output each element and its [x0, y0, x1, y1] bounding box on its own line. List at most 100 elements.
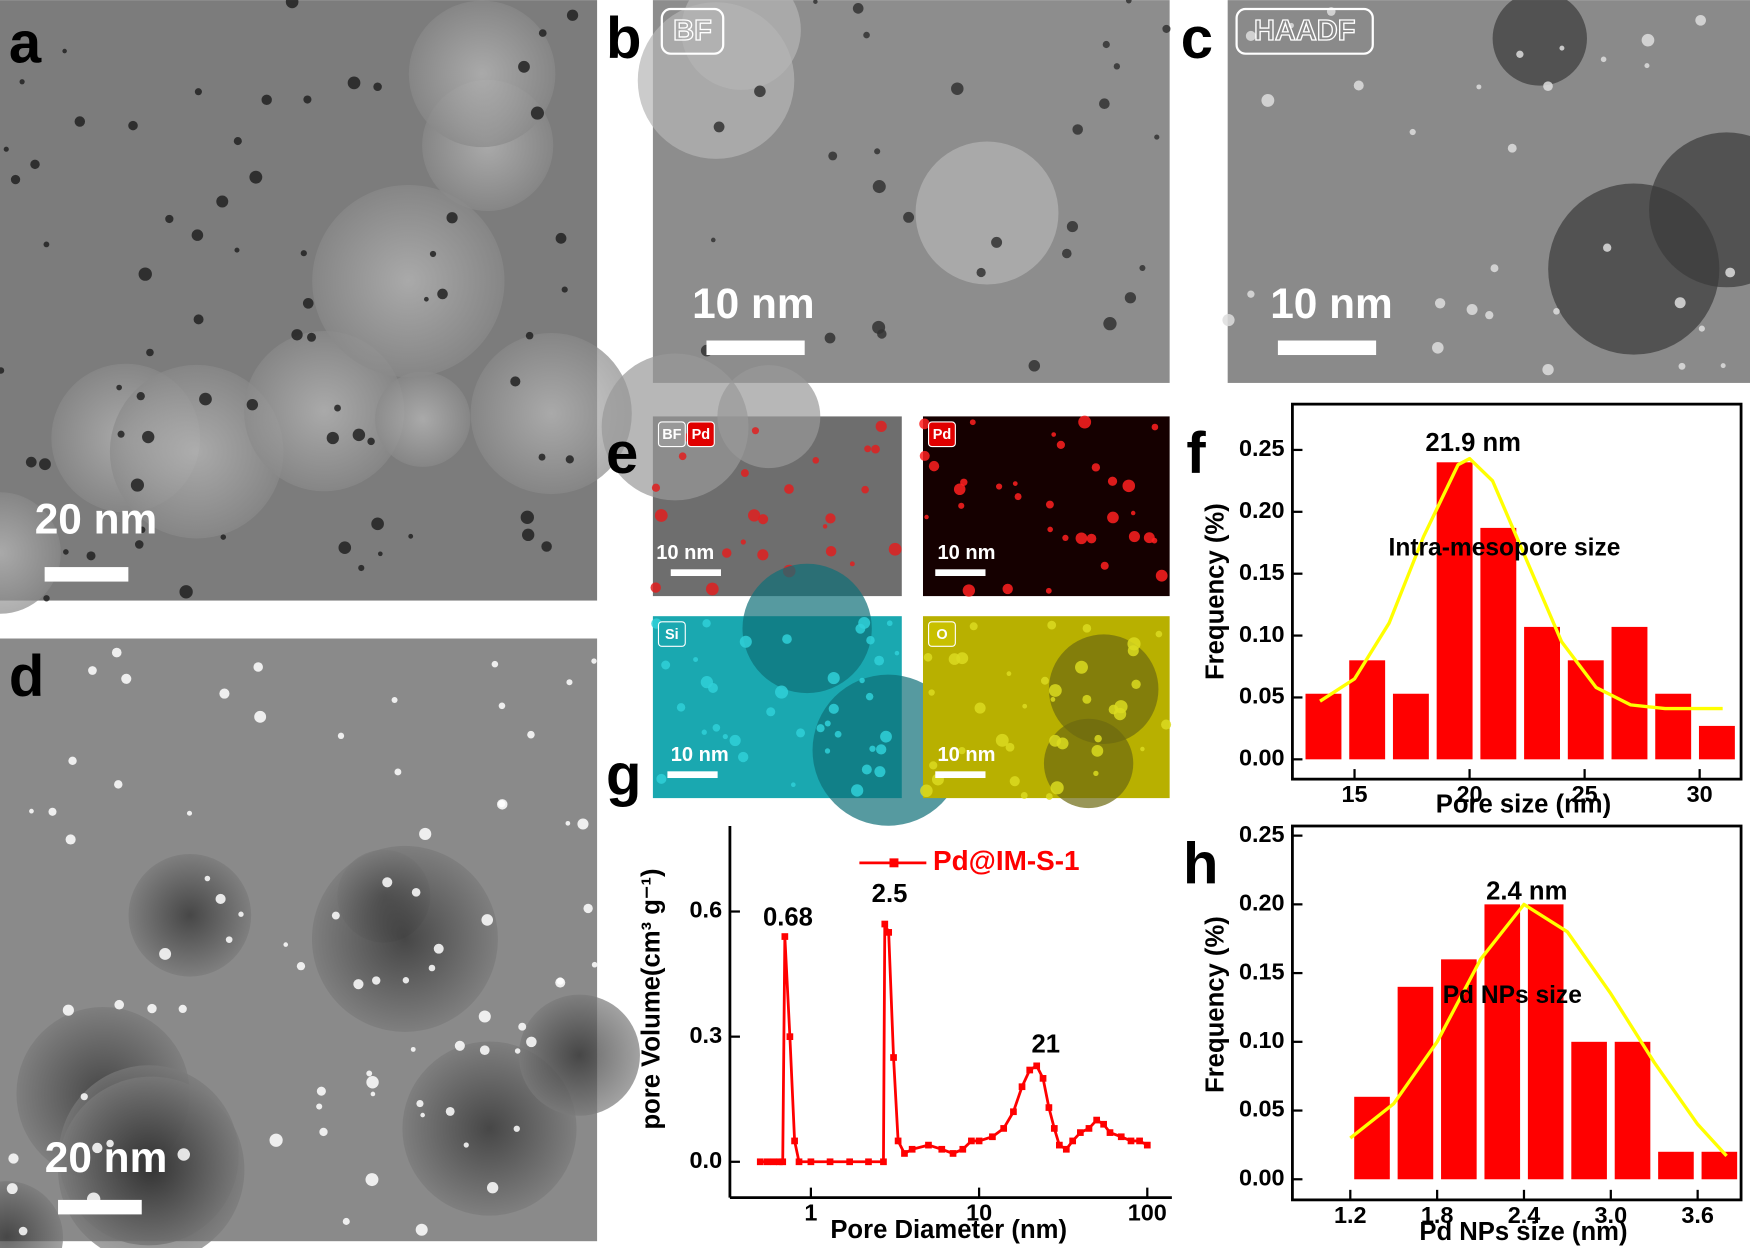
particle [19, 79, 25, 85]
y-tick-label: 0.10 [1239, 1027, 1285, 1053]
particle [291, 329, 303, 341]
particle [654, 509, 668, 522]
particle [39, 458, 51, 471]
marker [880, 1158, 887, 1166]
particle [1086, 533, 1097, 544]
particle [1091, 745, 1104, 757]
particle [204, 875, 211, 882]
particle [1125, 0, 1132, 4]
x-tick-label: 30 [1687, 781, 1713, 807]
particle [391, 697, 398, 704]
panel-label: d [9, 644, 44, 709]
particle [1045, 587, 1052, 594]
particle [1516, 50, 1524, 58]
particle [1047, 620, 1057, 630]
particle [334, 404, 341, 412]
particle [656, 773, 667, 784]
particle [903, 211, 915, 223]
particle [74, 116, 86, 127]
particle [919, 418, 930, 430]
pore [244, 331, 405, 492]
particle [1559, 45, 1565, 51]
y-tick-label: 0.15 [1239, 559, 1285, 585]
particle [876, 744, 887, 755]
particle [191, 229, 204, 241]
particle [219, 688, 230, 699]
y-tick-label: 0.05 [1239, 683, 1285, 709]
particle [825, 513, 836, 524]
particle [367, 437, 375, 446]
particle [159, 947, 172, 960]
bar [1305, 693, 1342, 760]
marker [1018, 1083, 1026, 1091]
pore [915, 141, 1059, 285]
particle [193, 314, 204, 325]
particle [445, 1107, 455, 1116]
particle [859, 677, 865, 684]
y-tick-label: 0.10 [1239, 621, 1285, 647]
bar [1524, 626, 1561, 760]
scale-bar-label: 10 nm [692, 280, 815, 327]
x-tick-label: 25 [1572, 781, 1598, 807]
pore [312, 184, 505, 378]
particle [1162, 24, 1171, 33]
marker [890, 1054, 897, 1061]
pore [1048, 634, 1159, 744]
scale-bar [667, 771, 718, 779]
particle [822, 524, 828, 529]
particle [518, 1022, 527, 1031]
particle [416, 1100, 424, 1108]
particle [991, 236, 1003, 248]
particle [661, 660, 671, 670]
particle [253, 662, 263, 672]
particle [1122, 479, 1136, 493]
particle [29, 808, 34, 814]
particle [958, 502, 965, 509]
particle [347, 76, 361, 90]
particle [713, 121, 725, 133]
particle [316, 1103, 323, 1110]
particle [373, 82, 382, 92]
x-axis-label: Pd NPs size (nm) [1419, 1218, 1627, 1246]
bar [1567, 660, 1604, 760]
marker [959, 1145, 967, 1153]
y-axis-label: pore Volume(cm³ g⁻¹) [638, 868, 666, 1129]
particle [1002, 583, 1013, 595]
particle [1051, 432, 1057, 437]
particle [583, 903, 593, 914]
y-tick-label: 0.0 [690, 1147, 723, 1173]
marker [756, 1158, 764, 1166]
particle [825, 545, 837, 557]
particle [1056, 737, 1069, 750]
bar [1392, 693, 1429, 760]
particle [710, 237, 716, 243]
particle [1100, 561, 1109, 570]
particle [924, 514, 929, 520]
map-tag: O [936, 627, 947, 643]
particle [869, 745, 876, 752]
particle [969, 419, 976, 426]
particle [758, 514, 769, 525]
particle [851, 784, 864, 797]
annotation: 2.4 nm [1486, 878, 1567, 906]
pore [311, 845, 498, 1032]
particle [828, 151, 838, 161]
bar [1397, 986, 1434, 1180]
annotation: Intra-mesopore size [1389, 535, 1621, 562]
marker [894, 1137, 902, 1145]
particle [1434, 298, 1446, 309]
particle [951, 82, 964, 95]
particle [530, 106, 544, 120]
marker [1000, 1125, 1008, 1132]
image-tag: BF [673, 15, 712, 47]
marker [795, 1158, 803, 1166]
particle [130, 478, 144, 492]
panel-label: e [606, 421, 638, 486]
particle [824, 332, 836, 344]
particle [8, 1153, 19, 1164]
particle [116, 384, 122, 391]
particle [220, 534, 227, 540]
particle [269, 1133, 283, 1147]
particle [775, 685, 789, 699]
particle [929, 761, 938, 770]
